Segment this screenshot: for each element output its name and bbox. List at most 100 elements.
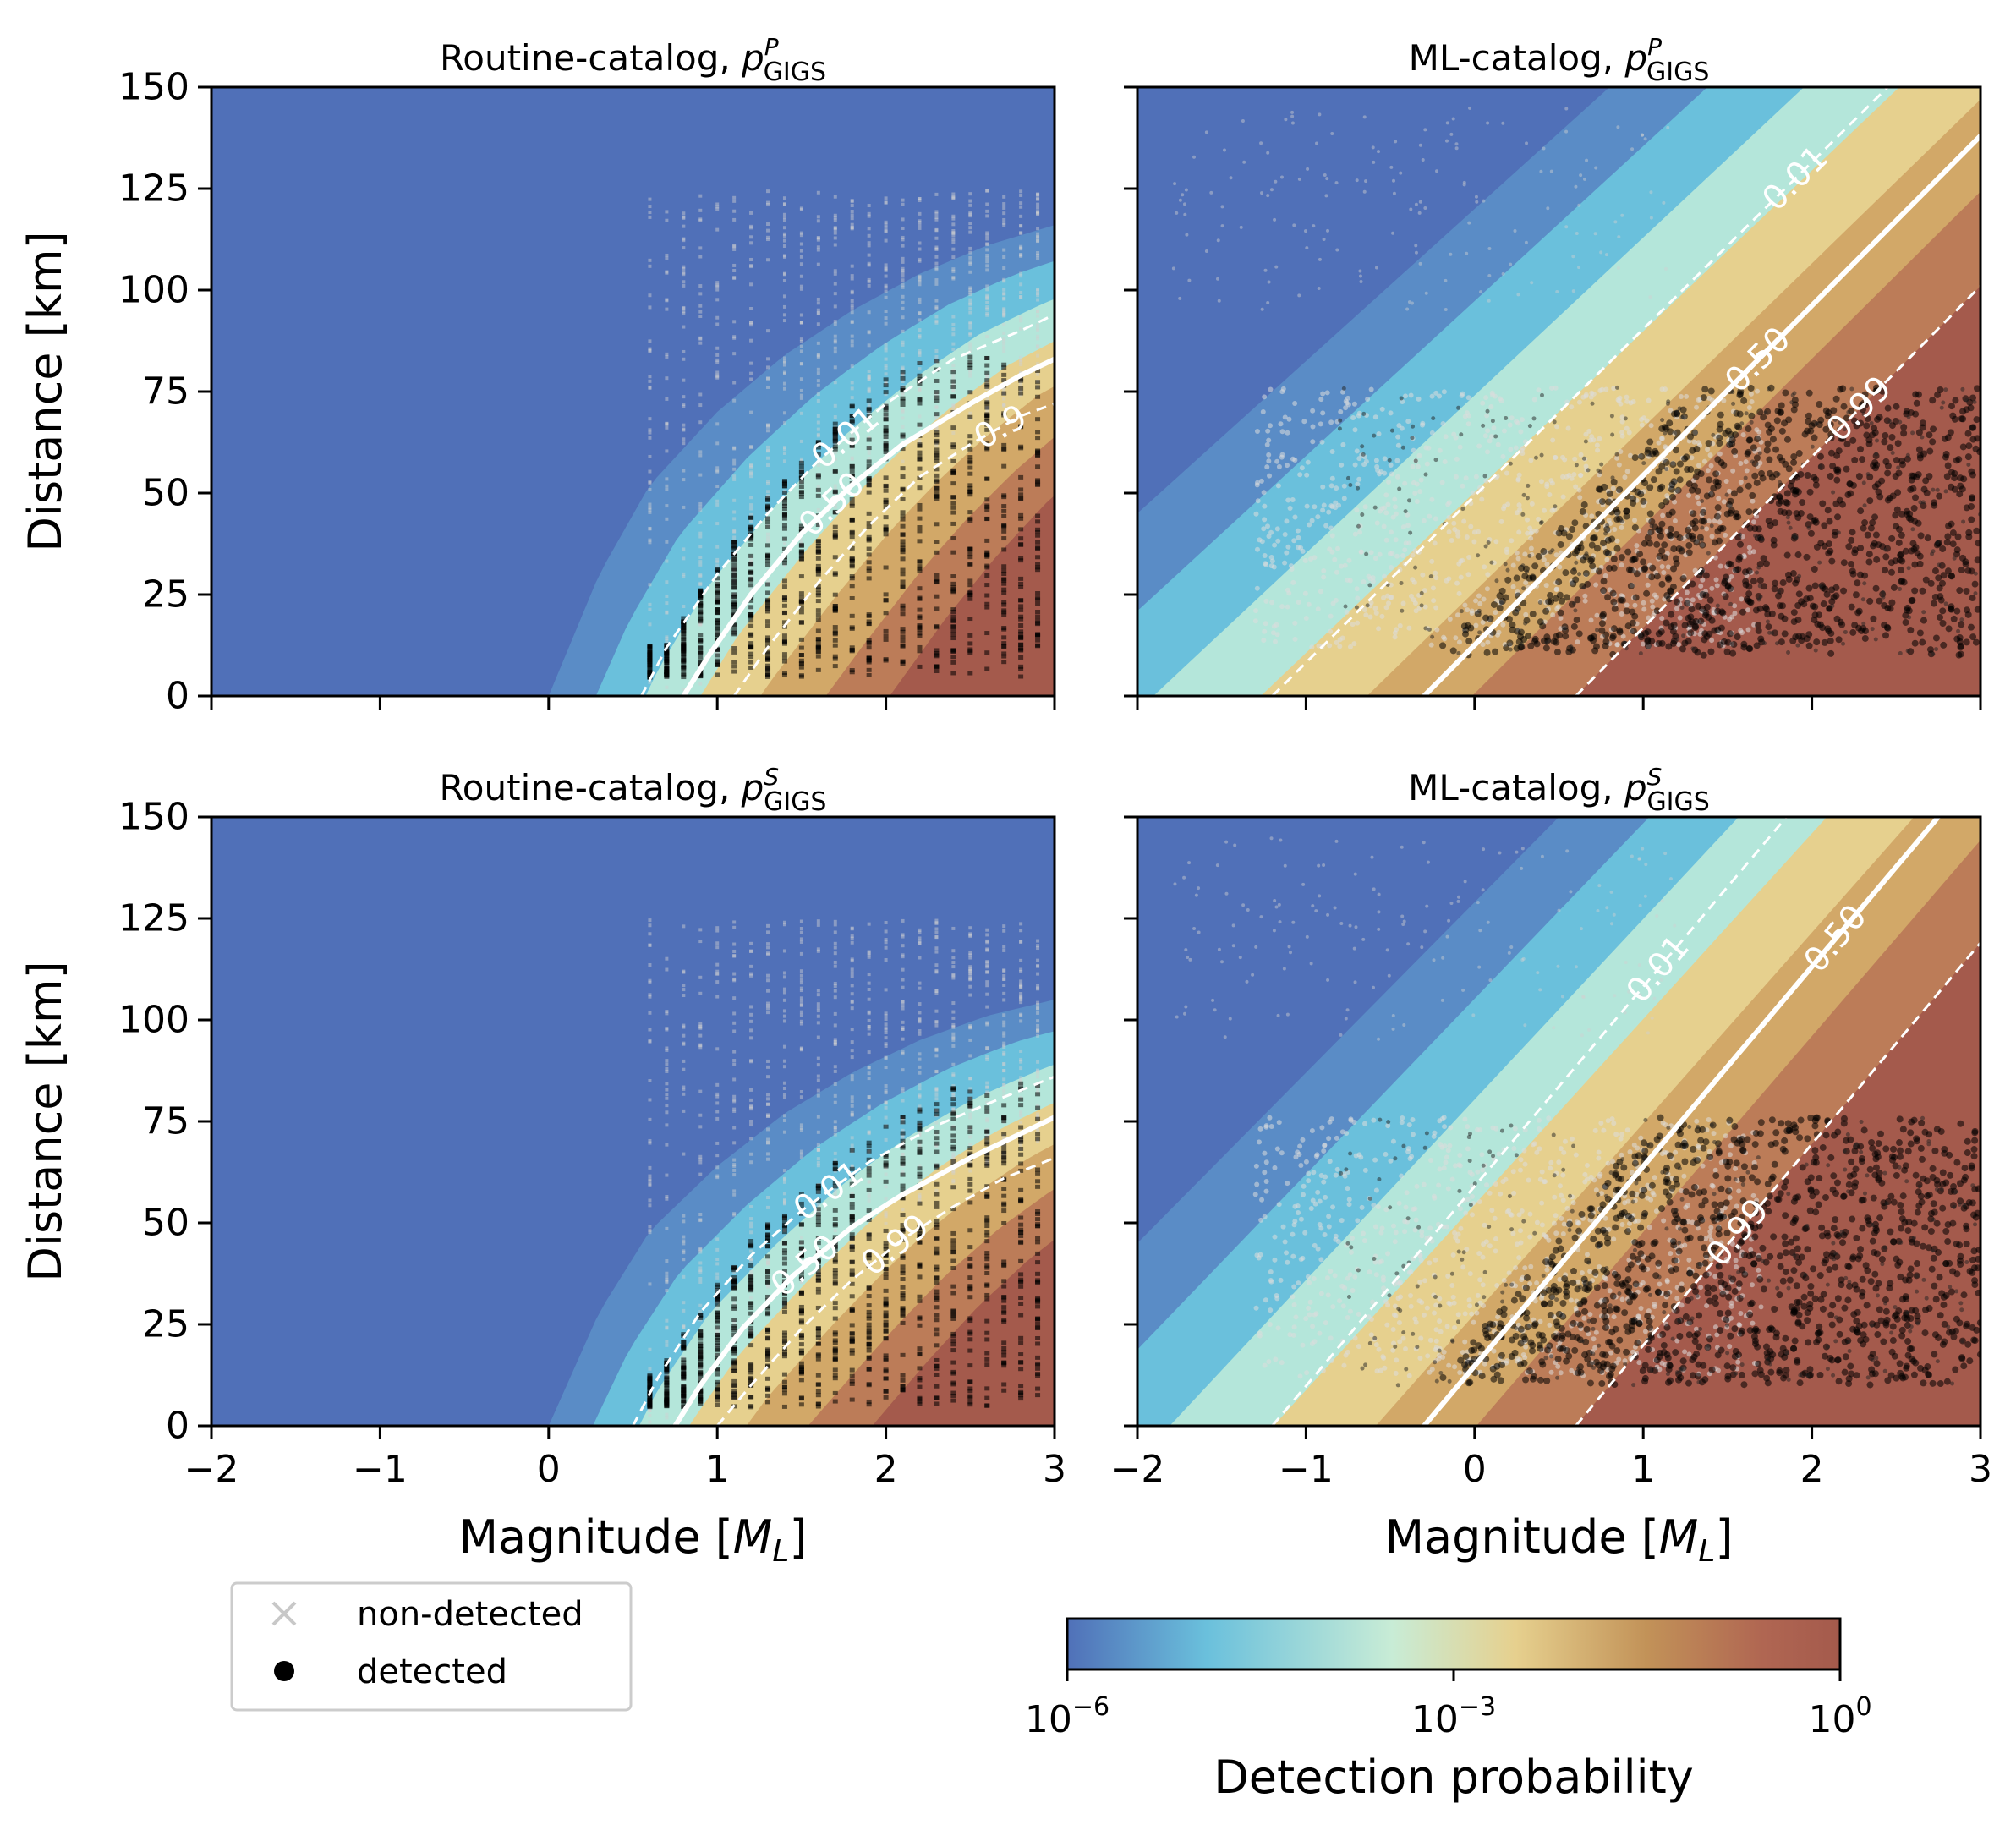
detected-point (1873, 637, 1878, 642)
detected-point (984, 413, 990, 418)
non-detected-point (985, 300, 989, 304)
non-detected-point (682, 325, 686, 329)
non-detected-point (1576, 399, 1582, 405)
detected-point (1609, 589, 1617, 597)
non-detected-point (968, 332, 972, 337)
detected-point (832, 529, 838, 534)
non-detected-point (816, 236, 820, 240)
non-detected-point (1285, 463, 1290, 469)
non-detected-point (1254, 429, 1260, 435)
non-detected-point (749, 265, 753, 269)
non-detected-point (766, 490, 770, 494)
detected-point (1674, 429, 1681, 436)
detected-point (1744, 411, 1749, 416)
non-detected-point (1692, 567, 1698, 573)
detected-point (1670, 545, 1678, 553)
non-detected-point (1516, 472, 1522, 478)
non-detected-point (1477, 600, 1483, 606)
detected-point (664, 648, 670, 653)
detected-point (731, 632, 737, 637)
non-detected-point (1358, 274, 1362, 278)
non-detected-point (1465, 607, 1471, 613)
non-detected-point (732, 954, 737, 958)
detected-point (832, 592, 838, 597)
non-detected-point (884, 222, 888, 227)
detected-point (849, 534, 855, 540)
detected-point (1935, 487, 1940, 492)
non-detected-point (1389, 165, 1394, 169)
detected-point (917, 625, 923, 630)
detected-point (1755, 627, 1762, 634)
detected-point (781, 481, 787, 486)
detected-point (1399, 580, 1404, 585)
detected-point (950, 589, 956, 594)
non-detected-point (1614, 538, 1620, 544)
detected-point (883, 633, 889, 638)
detected-point (1804, 472, 1811, 480)
non-detected-point (1002, 312, 1006, 316)
detected-point (1684, 465, 1691, 473)
detected-point (698, 1315, 704, 1320)
detected-point (1648, 573, 1656, 581)
detected-point (1716, 425, 1723, 433)
non-detected-point (648, 507, 652, 512)
non-detected-point (1036, 345, 1040, 349)
non-detected-point (1564, 107, 1569, 111)
non-detected-point (884, 266, 888, 271)
non-detected-point (665, 421, 669, 425)
detected-point (1653, 573, 1661, 580)
detected-point (866, 483, 872, 488)
non-detected-point (1542, 146, 1546, 151)
non-detected-point (698, 1113, 703, 1117)
non-detected-point (648, 1420, 652, 1424)
detected-point (950, 505, 956, 510)
detected-point (1760, 555, 1767, 562)
non-detected-point (1239, 225, 1243, 229)
detected-point (1943, 489, 1948, 494)
non-detected-point (732, 1321, 737, 1325)
non-detected-point (968, 306, 972, 310)
detected-point (967, 617, 973, 622)
detected-point (1520, 563, 1526, 568)
detected-point (798, 527, 804, 532)
detected-point (698, 660, 704, 666)
detected-point (967, 471, 973, 476)
non-detected-point (799, 321, 803, 325)
detected-point (815, 522, 821, 527)
non-detected-point (1496, 629, 1502, 635)
detected-point (1843, 629, 1848, 634)
non-detected-point (1510, 562, 1516, 568)
non-detected-point (1721, 499, 1727, 505)
detected-point (1974, 606, 1980, 613)
non-detected-point (1344, 400, 1350, 406)
detected-point (1921, 610, 1926, 615)
detected-point (1895, 539, 1903, 546)
non-detected-point (1599, 250, 1603, 255)
detected-point (715, 595, 720, 600)
non-detected-point (1388, 410, 1394, 416)
detected-point (1846, 409, 1851, 414)
detected-point (1609, 414, 1614, 419)
non-detected-point (1019, 271, 1023, 276)
non-detected-point (918, 386, 922, 391)
non-detected-point (850, 456, 854, 460)
non-detected-point (698, 1247, 703, 1252)
detected-point (1018, 512, 1024, 518)
non-detected-point (698, 505, 703, 509)
detected-point (698, 644, 704, 649)
non-detected-point (1261, 490, 1267, 496)
detected-point (900, 661, 906, 666)
detected-point (1740, 397, 1748, 404)
detected-point (832, 572, 838, 577)
detected-point (1908, 547, 1915, 555)
detected-point (781, 512, 787, 517)
detected-point (1638, 452, 1646, 460)
detected-point (883, 475, 889, 480)
detected-point (765, 674, 771, 679)
detected-point (1857, 446, 1865, 453)
non-detected-point (732, 1062, 737, 1066)
detected-point (883, 611, 889, 616)
non-detected-point (934, 278, 939, 282)
detected-point (1816, 401, 1823, 408)
non-detected-point (968, 260, 972, 265)
